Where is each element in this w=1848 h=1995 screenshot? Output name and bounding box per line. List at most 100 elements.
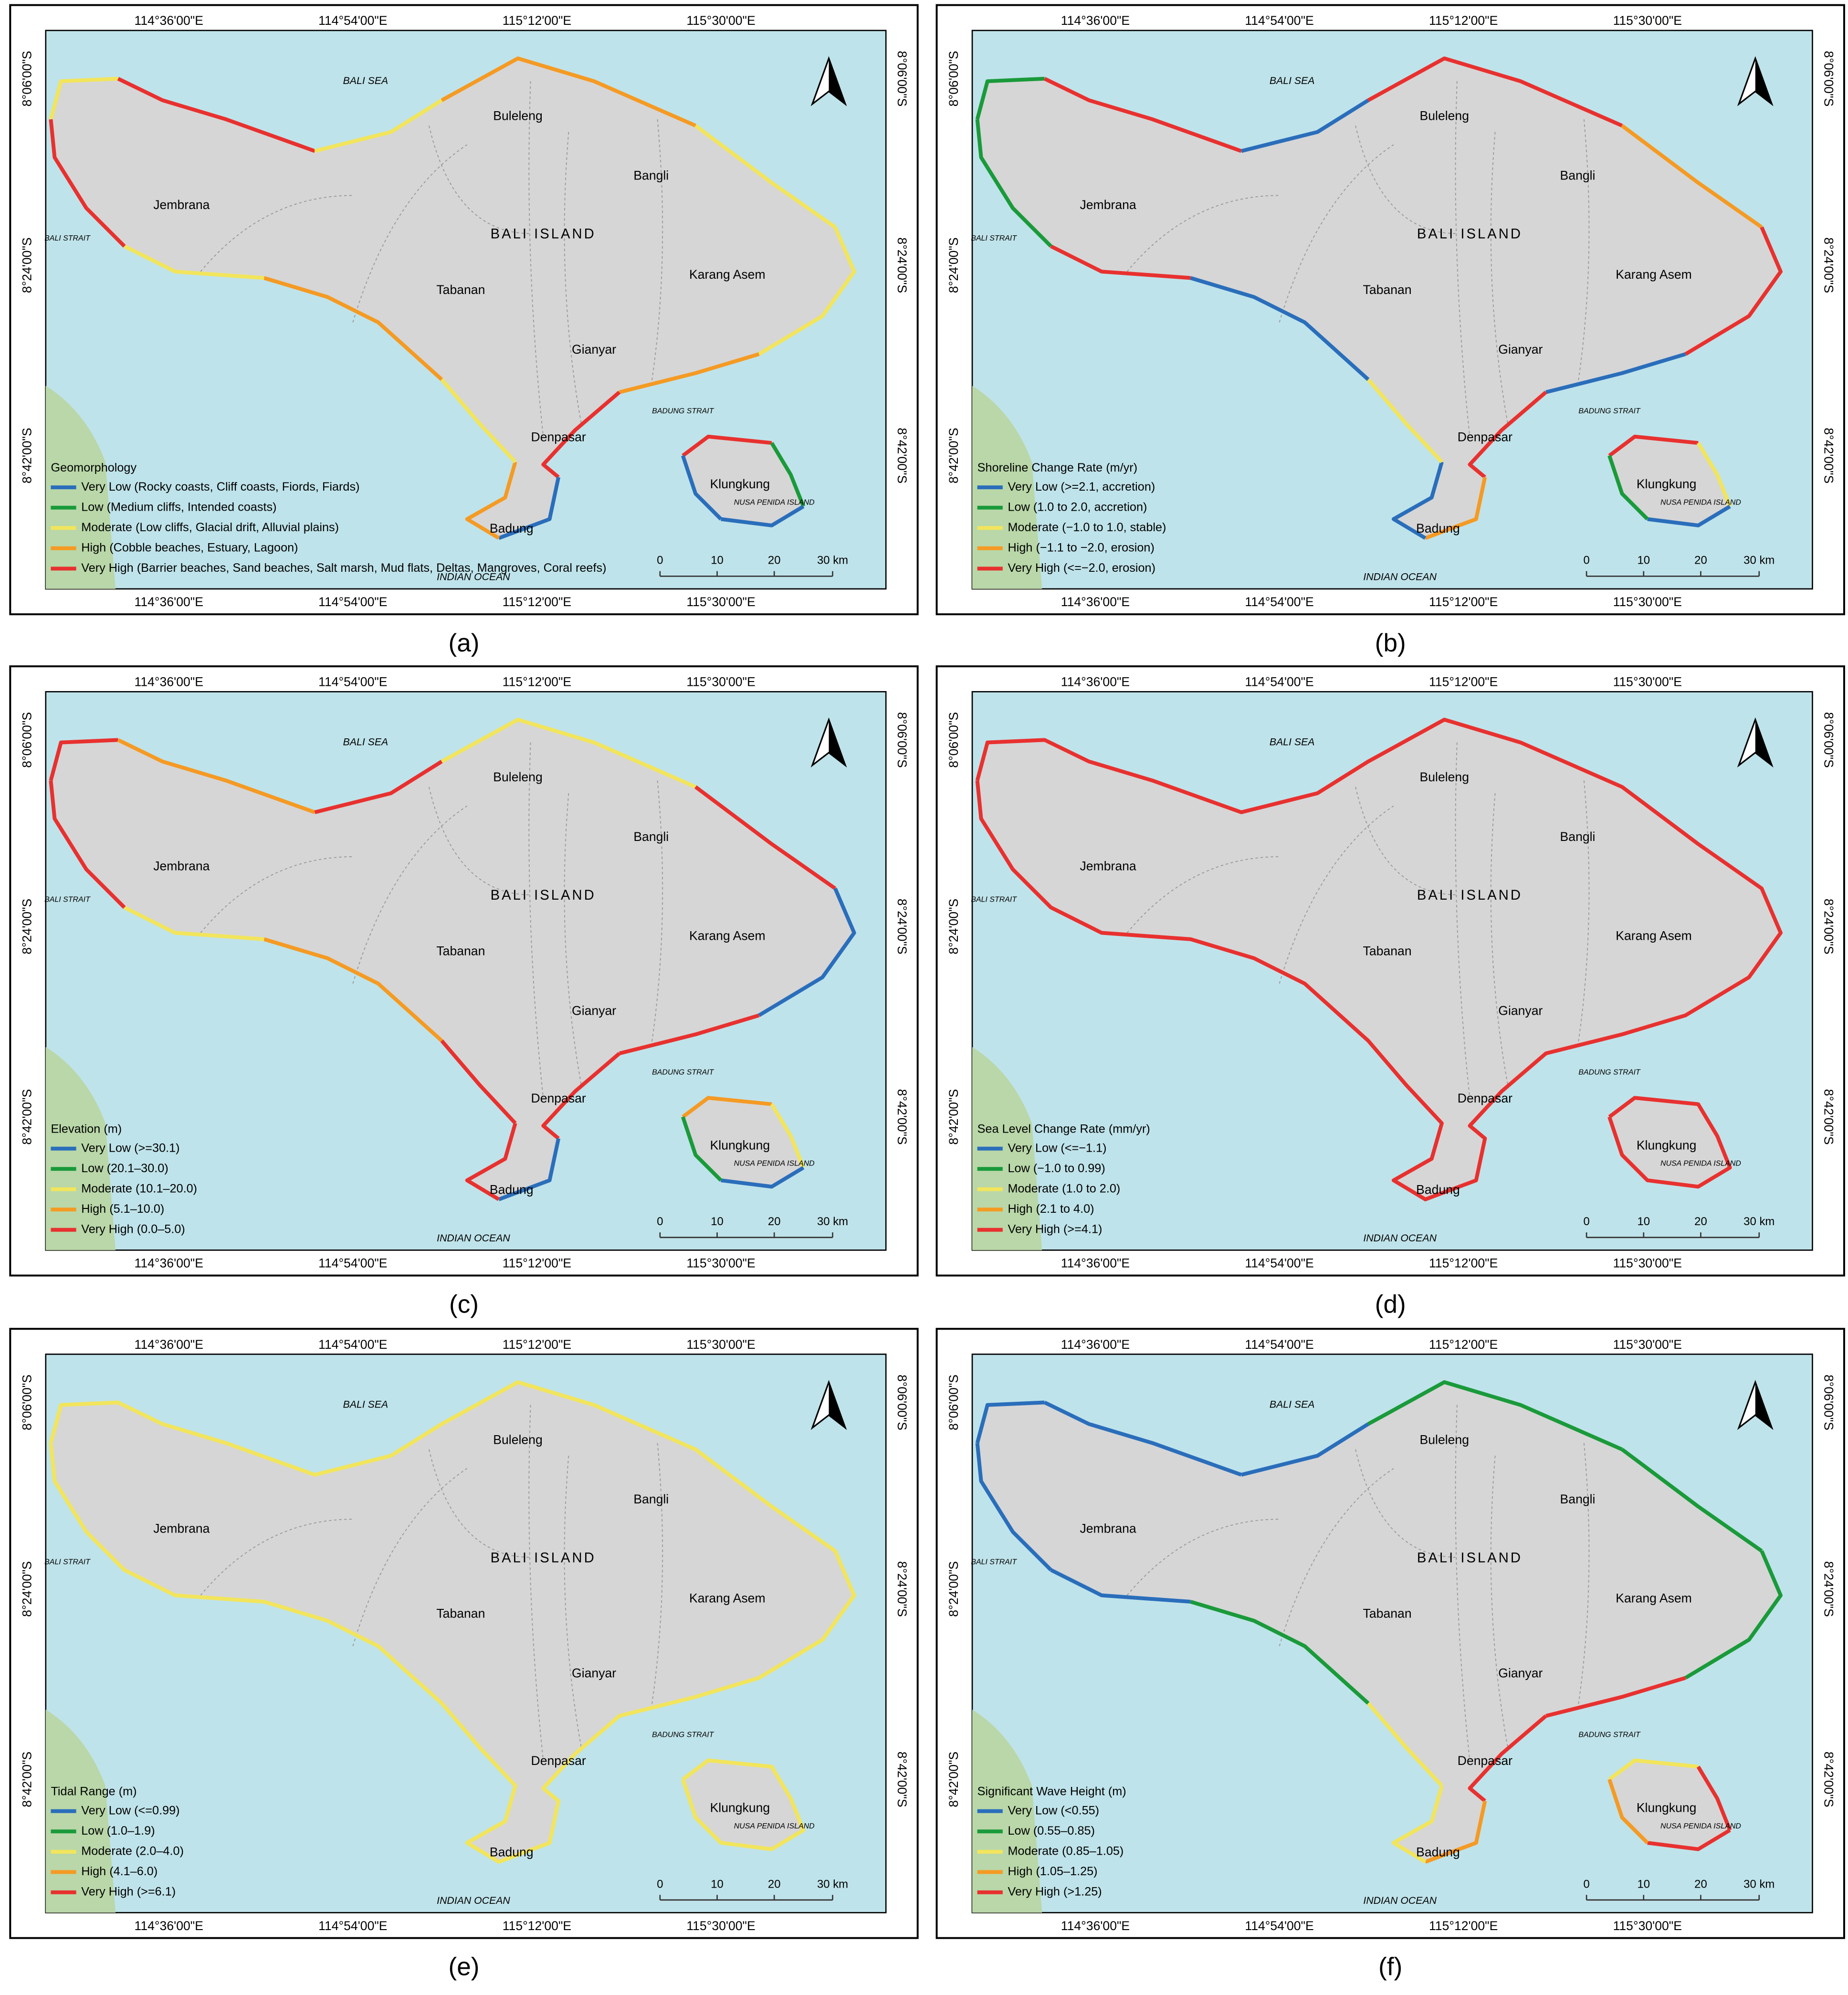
- map-panel: 114°36'00"E 114°36'00"E 114°54'00"E 114°54'…: [935, 4, 1845, 616]
- place-label: BADUNG STRAIT: [1578, 1068, 1641, 1076]
- longitude-label: 115°30'00"E: [1613, 13, 1682, 28]
- district-boundary: [528, 81, 544, 437]
- latitude-label: 8°42'00"S: [895, 1752, 909, 1807]
- latitude-label: 8°24'00"S: [1821, 899, 1836, 955]
- longitude-label: 115°30'00"E: [1613, 1919, 1682, 1933]
- place-label: Denpasar: [1458, 1091, 1512, 1105]
- coastline: [117, 738, 315, 814]
- district-boundary: [564, 1456, 582, 1748]
- place-label: BADUNG STRAIT: [1578, 407, 1641, 415]
- latitude-label: 8°42'00"S: [1821, 1752, 1836, 1807]
- legend-label: Low (1.0–1.9): [81, 1824, 155, 1838]
- place-label: Badung: [490, 1845, 534, 1859]
- coastline: [263, 937, 443, 1042]
- longitude-label: 114°54'00"E: [1245, 1919, 1313, 1933]
- place-label: Buleleng: [1420, 109, 1469, 123]
- latitude-label: 8°06'00"S: [1821, 51, 1836, 106]
- coastline: [1043, 1400, 1242, 1477]
- legend-label: Very Low (<=0.99): [81, 1804, 179, 1817]
- place-label: BADUNG STRAIT: [1578, 1731, 1641, 1739]
- longitude-label: 115°12'00"E: [503, 595, 571, 609]
- latitude-label: 8°42'00"S: [895, 1089, 909, 1145]
- legend-label: Very High (<=−2.0, erosion): [1008, 561, 1156, 575]
- place-label: BALI STRAIT: [971, 234, 1017, 242]
- longitude-label: 114°54'00"E: [1245, 13, 1313, 28]
- place-label: BALI STRAIT: [971, 896, 1017, 904]
- coastline: [1684, 226, 1783, 356]
- place-label: Badung: [1416, 1845, 1460, 1859]
- place-label: Karang Asem: [1616, 267, 1692, 282]
- scale-label: 20: [768, 554, 781, 567]
- place-label: Jembrana: [1080, 198, 1136, 212]
- coastline: [1190, 1600, 1370, 1705]
- place-label: BALI ISLAND: [1417, 888, 1522, 903]
- nusa-land: [1609, 436, 1730, 525]
- coastline: [1050, 1568, 1191, 1604]
- longitude-label: 115°12'00"E: [1429, 13, 1498, 28]
- legend-label: Moderate (2.0–4.0): [81, 1844, 184, 1858]
- longitude-label: 114°36'00"E: [135, 1337, 203, 1352]
- longitude-label: 114°54'00"E: [1245, 675, 1313, 689]
- longitude-label: 115°12'00"E: [503, 1337, 571, 1352]
- coastline-nusa: [770, 1103, 806, 1168]
- panel-label: (f): [1378, 1953, 1402, 1981]
- scale-label: 30 km: [1743, 1215, 1774, 1228]
- place-label: BALI STRAIT: [971, 1558, 1017, 1566]
- coastline: [619, 1013, 760, 1056]
- place-label: BALI SEA: [343, 1398, 388, 1410]
- district-boundary: [1455, 81, 1470, 437]
- coastline-nusa: [1607, 1778, 1649, 1845]
- place-label: Gianyar: [1498, 342, 1543, 357]
- place-label: NUSA PENIDA ISLAND: [1660, 498, 1741, 506]
- place-label: Bangli: [633, 830, 669, 844]
- legend-title: Shoreline Change Rate (m/yr): [977, 461, 1137, 474]
- panel-label: (d): [1375, 1290, 1406, 1318]
- scale-label: 30 km: [817, 1878, 848, 1890]
- latitude-label: 8°06'00"S: [20, 712, 34, 768]
- legend-label: Very Low (>=2.1, accretion): [1008, 480, 1155, 494]
- coastline: [440, 1039, 517, 1125]
- longitude-label: 115°30'00"E: [1613, 595, 1682, 609]
- district-boundary: [528, 1405, 544, 1761]
- longitude-label: 114°36'00"E: [135, 1919, 203, 1933]
- place-label: Denpasar: [531, 430, 586, 444]
- place-label: NUSA PENIDA ISLAND: [1660, 1822, 1741, 1830]
- latitude-label: 8°42'00"S: [1821, 428, 1836, 483]
- coastline-nusa: [1607, 1096, 1732, 1189]
- place-label: Tabanan: [1363, 944, 1412, 958]
- longitude-label: 114°36'00"E: [135, 595, 203, 609]
- latitude-label: 8°24'00"S: [946, 237, 961, 293]
- longitude-label: 115°30'00"E: [1613, 1256, 1682, 1270]
- place-label: Klungkung: [710, 477, 770, 491]
- place-label: Tabanan: [1363, 283, 1412, 297]
- scale-label: 20: [1694, 554, 1707, 567]
- coastline: [123, 244, 264, 280]
- legend-label: High (−1.1 to −2.0, erosion): [1008, 541, 1155, 554]
- longitude-label: 114°36'00"E: [1061, 1919, 1130, 1933]
- place-label: NUSA PENIDA ISLAND: [1660, 1160, 1741, 1168]
- coastline: [758, 887, 856, 1017]
- place-label: Badung: [1416, 521, 1460, 536]
- district-boundary: [1355, 1449, 1457, 1558]
- nusa-land: [1609, 1760, 1730, 1849]
- island-land: [51, 719, 854, 1199]
- coastline: [1367, 1380, 1623, 1451]
- coastline: [541, 390, 621, 479]
- coastline: [465, 1123, 517, 1201]
- scale-label: 20: [768, 1878, 781, 1890]
- coastline-nusa: [1607, 455, 1649, 521]
- place-label: Gianyar: [1498, 1003, 1543, 1018]
- place-label: BALI STRAIT: [44, 896, 91, 904]
- longitude-label: 115°30'00"E: [1613, 1337, 1682, 1352]
- coastline: [1468, 390, 1547, 479]
- longitude-label: 115°12'00"E: [503, 675, 571, 689]
- legend-label: Very Low (>=30.1): [81, 1141, 179, 1155]
- place-label: Bangli: [1560, 830, 1596, 844]
- longitude-label: 115°12'00"E: [1429, 595, 1498, 609]
- place-label: BALI SEA: [1270, 1398, 1315, 1410]
- coastline: [758, 226, 856, 356]
- scale-label: 10: [1637, 554, 1650, 567]
- island-land: [51, 58, 854, 538]
- legend-label: High (5.1–10.0): [81, 1202, 164, 1216]
